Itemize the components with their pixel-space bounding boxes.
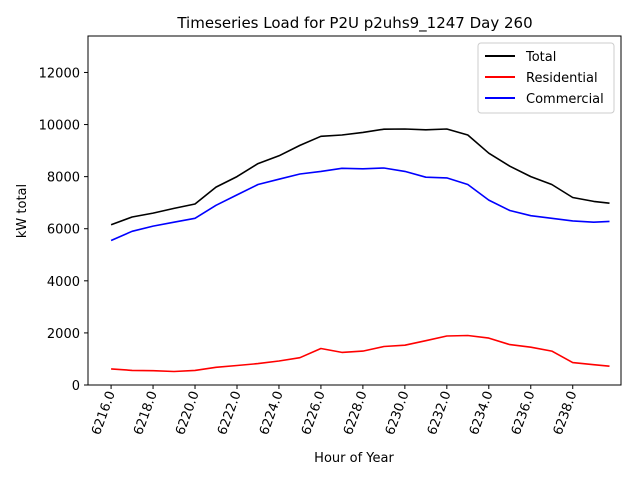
x-axis-label: Hour of Year xyxy=(314,451,394,466)
legend-label-total: Total xyxy=(525,50,556,65)
y-axis-label: kW total xyxy=(15,184,30,238)
series-line-commercial xyxy=(110,167,610,242)
y-tick-label: 6000 xyxy=(47,223,80,238)
y-tick-label: 10000 xyxy=(39,119,80,134)
y-tick-label: 12000 xyxy=(39,66,80,81)
legend: Total Residential Commercial xyxy=(477,42,615,114)
series-lines xyxy=(110,128,610,373)
legend-box xyxy=(477,42,615,114)
y-tick-label: 8000 xyxy=(47,171,80,186)
legend-label-residential: Residential xyxy=(526,71,598,86)
y-tick-label: 2000 xyxy=(47,327,80,342)
series-line-total xyxy=(110,128,610,226)
legend-label-commercial: Commercial xyxy=(526,92,604,107)
y-axis: 0 2000 4000 6000 8000 10000 12000 xyxy=(39,66,88,394)
y-tick-label: 4000 xyxy=(47,275,80,290)
y-tick-label: 0 xyxy=(72,379,80,394)
chart-title: Timeseries Load for P2U p2uhs9_1247 Day … xyxy=(176,14,532,33)
series-line-residential xyxy=(111,334,610,373)
